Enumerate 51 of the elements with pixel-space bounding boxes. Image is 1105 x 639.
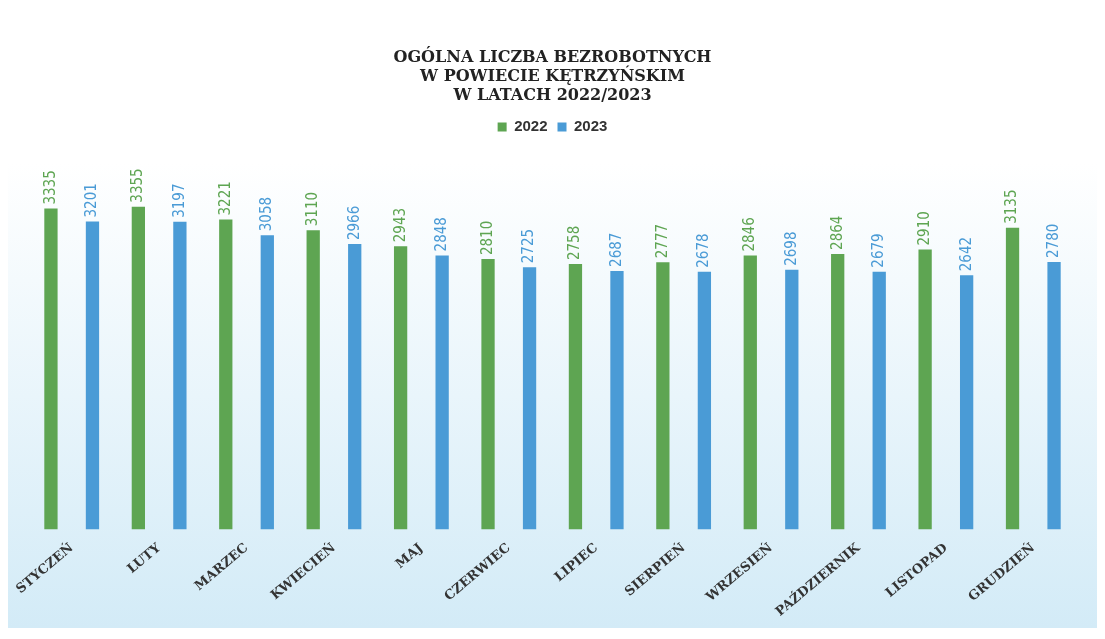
bar [522,267,537,530]
data-label: 2698 [781,231,800,266]
data-label: 3197 [169,183,188,218]
bar [173,221,187,530]
data-label: 2846 [740,217,759,252]
bar [219,219,233,530]
bar [435,255,449,530]
bar [743,255,757,530]
bar [131,206,146,530]
bar [918,249,932,530]
data-label: 2780 [1043,223,1062,258]
data-label: 2864 [827,215,846,250]
bar [656,262,670,530]
legend-label: 2023 [574,117,608,135]
chart-title: OGÓLNA LICZBA BEZROBOTNYCH W POWIECIE KĘTRZYŃSKIM W LATACH 2022/2023 [393,45,712,105]
data-label: 3058 [257,196,276,232]
bar [785,269,799,530]
bar [1005,227,1020,530]
bar [44,208,58,530]
data-label: 2943 [390,207,409,243]
data-label: 3335 [40,170,59,205]
bar [697,271,712,530]
bar [393,246,408,530]
data-label: 2848 [432,217,451,252]
data-label: 3201 [82,183,101,218]
bar [260,235,274,530]
data-label: 2810 [477,220,496,256]
data-label: 2758 [565,225,584,261]
data-label: 2679 [869,233,888,268]
data-label: 2678 [694,233,713,268]
data-label: 3221 [215,181,234,216]
bar [568,264,583,530]
data-label: 3355 [128,168,147,203]
legend-label: 2022 [514,117,548,135]
data-label: 2725 [519,228,538,264]
bar [481,259,495,530]
bar [610,270,624,530]
data-label: 2687 [606,232,625,267]
bar [831,253,845,530]
data-label: 3110 [303,191,322,227]
bar [959,275,974,530]
data-label: 3135 [1002,189,1021,224]
data-label: 2966 [344,205,363,241]
bar [85,221,100,530]
bar [306,230,320,530]
data-label: 2910 [915,211,933,246]
data-label: 2777 [652,223,671,259]
bar [1047,261,1061,530]
bar [348,244,362,530]
data-label: 2642 [956,236,975,272]
bar [872,271,886,530]
